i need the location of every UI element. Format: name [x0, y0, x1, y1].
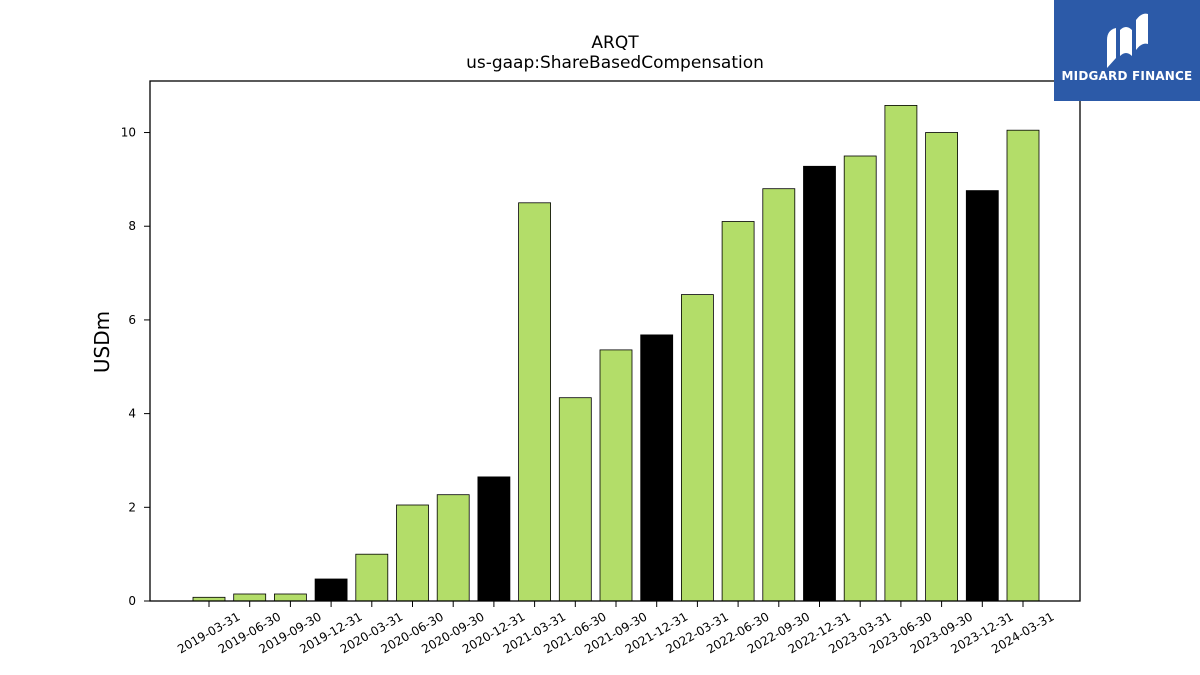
- y-tick-label: 6: [128, 313, 136, 327]
- chart-title: ARQT: [591, 33, 639, 53]
- y-axis-ticks: 0 2 4 6 8 10: [121, 126, 150, 608]
- bar-2023-09-30: [925, 132, 958, 602]
- bar-2020-12-31: [477, 476, 511, 602]
- bar-2022-06-30: [721, 221, 755, 602]
- bar-2019-12-31: [314, 578, 348, 602]
- chart-subtitle: us-gaap:ShareBasedCompensation: [466, 53, 764, 73]
- bar-2023-06-30: [884, 105, 918, 602]
- bar-2024-03-31: [1006, 129, 1040, 602]
- bar-2023-03-31: [843, 155, 877, 602]
- bar-2022-09-30: [762, 188, 796, 602]
- bar-2022-12-31: [803, 165, 836, 602]
- bar-2021-06-30: [558, 397, 592, 602]
- bar-2020-03-31: [355, 553, 389, 602]
- y-tick-label: 4: [128, 407, 136, 421]
- bar-2020-09-30: [436, 494, 470, 602]
- midgard-logo-icon: [1107, 13, 1148, 68]
- y-tick-label: 2: [128, 500, 136, 514]
- logo-text: MIDGARD FINANCE: [1061, 69, 1193, 83]
- bars-group: [192, 105, 1040, 602]
- y-tick-label: 0: [128, 594, 136, 608]
- bar-2021-12-31: [640, 334, 674, 602]
- midgard-finance-logo: MIDGARD FINANCE: [1054, 0, 1200, 101]
- bar-2019-06-30: [233, 593, 267, 602]
- bar-2022-03-31: [681, 294, 714, 602]
- bar-2021-09-30: [599, 349, 633, 602]
- bar-2020-06-30: [396, 504, 429, 602]
- bar-2019-09-30: [273, 593, 307, 602]
- y-tick-label: 10: [121, 126, 136, 140]
- bar-2021-03-31: [518, 202, 551, 602]
- bar-2023-12-31: [965, 190, 999, 602]
- y-tick-label: 8: [128, 219, 136, 233]
- plot-frame: [149, 80, 1081, 602]
- x-axis-ticks: 2019-03-312019-06-302019-09-302019-12-31…: [175, 601, 1057, 656]
- y-axis-label: USDm: [90, 311, 114, 373]
